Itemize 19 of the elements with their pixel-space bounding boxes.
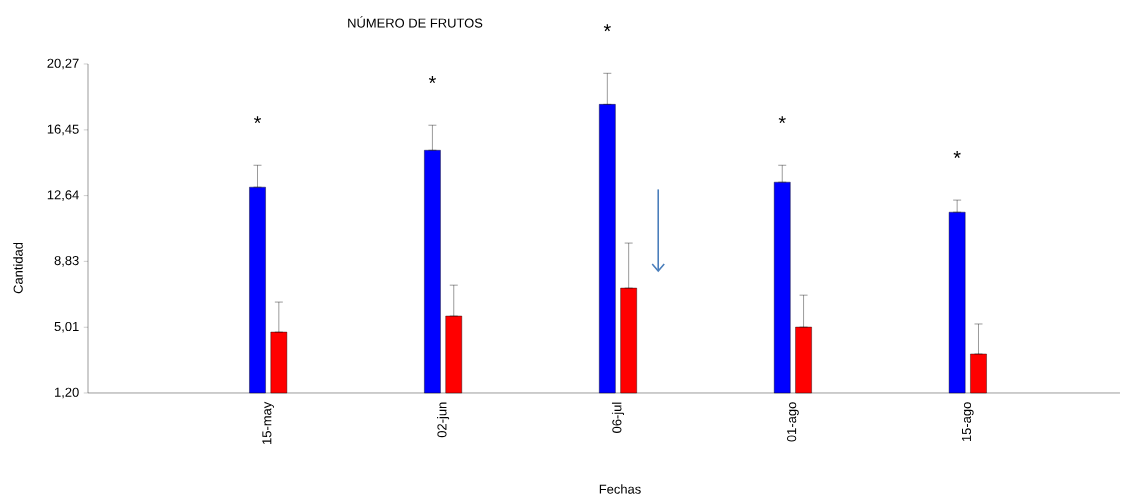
x-axis-title: Fechas	[599, 484, 641, 494]
text: *	[603, 24, 611, 32]
y-axis-title: Cantidad	[13, 242, 23, 294]
x-tick-label: 06-jul	[611, 402, 625, 433]
x-tick-label: 02-jun	[437, 402, 450, 438]
y-tick-label: 1,20	[55, 387, 79, 399]
x-tick-label: 01-ago	[787, 402, 799, 442]
y-tick-label: 5,01	[54, 321, 79, 333]
x-tick-label: 15-ago	[962, 402, 974, 442]
chart-title: NÚMERO DE FRUTOS	[348, 16, 483, 28]
x-tick-label: 15-may	[262, 401, 274, 444]
annotation: *	[428, 76, 436, 84]
y-tick-label: 16,45	[47, 124, 79, 136]
annotation: *	[253, 116, 262, 124]
y-tick-label: 20,27	[47, 58, 79, 70]
y-tick-label: 12,64	[47, 190, 79, 201]
annotation: *	[778, 116, 786, 124]
annotation: *	[953, 150, 961, 158]
y-tick-label: 8,83	[54, 256, 79, 267]
